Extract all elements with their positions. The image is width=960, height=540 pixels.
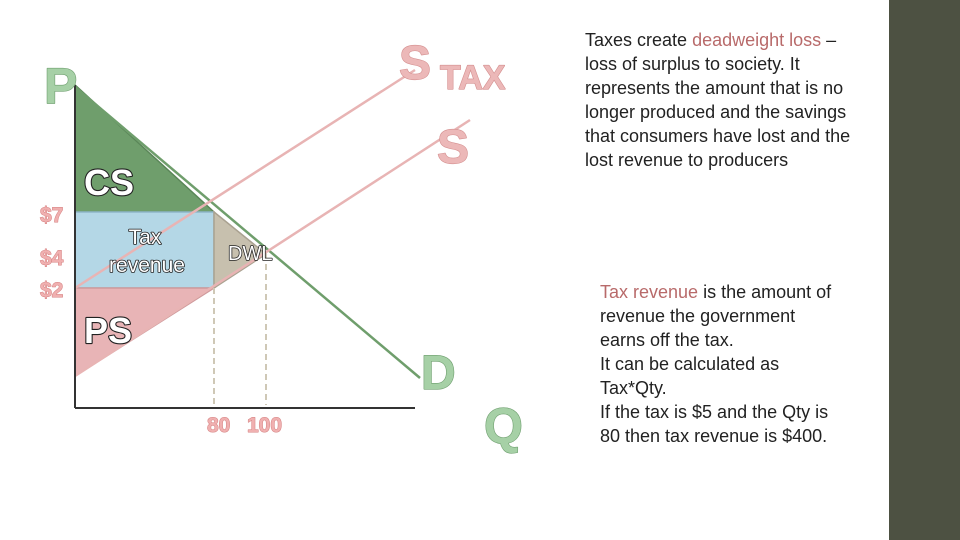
deadweight-rest: – loss of surplus to society. It represe… (585, 30, 851, 170)
tax-revenue-explanation: Tax revenue is the amount of revenue the… (600, 280, 845, 448)
consumer-surplus-label: CS (84, 162, 134, 203)
supply-tax-subscript: TAX (440, 59, 506, 97)
deadweight-prefix: Taxes create (585, 30, 693, 50)
price-tick-4: $4 (40, 247, 64, 270)
price-tick-7: $7 (40, 204, 63, 227)
tax-revenue-example: If the tax is $5 and the Qty is 80 then … (600, 402, 829, 446)
deadweight-loss-explanation: Taxes create deadweight loss – loss of s… (585, 28, 855, 172)
demand-label: D (421, 347, 456, 400)
supply-label: S (437, 121, 469, 174)
qty-tick-80: 80 (207, 414, 230, 437)
tax-revenue-label-line2: revenue (109, 254, 185, 277)
qty-tick-100: 100 (247, 414, 282, 437)
right-sidebar-band (889, 0, 960, 540)
tax-revenue-label-line1: Tax (129, 226, 162, 249)
demand-curve (74, 86, 421, 379)
deadweight-loss-region (213, 210, 268, 290)
tax-revenue-rest: is the amount of revenue the government … (600, 282, 832, 350)
producer-surplus-label: PS (84, 310, 132, 351)
tax-revenue-formula: It can be calculated as Tax*Qty. (600, 354, 780, 398)
price-tick-2: $2 (40, 279, 63, 302)
deadweight-highlight: deadweight loss (692, 30, 822, 50)
tax-supply-demand-diagram: P Q S TAX S D $7 $4 $2 80 100 CS Tax rev… (40, 36, 524, 454)
supply-tax-curve (74, 68, 416, 290)
supply-tax-label: S (399, 37, 431, 90)
supply-curve (74, 118, 471, 378)
deadweight-loss-label: DWL (228, 243, 272, 265)
price-axis-label: P (44, 58, 77, 114)
tax-revenue-highlight: Tax revenue (600, 282, 699, 302)
quantity-axis-label: Q (484, 398, 523, 454)
